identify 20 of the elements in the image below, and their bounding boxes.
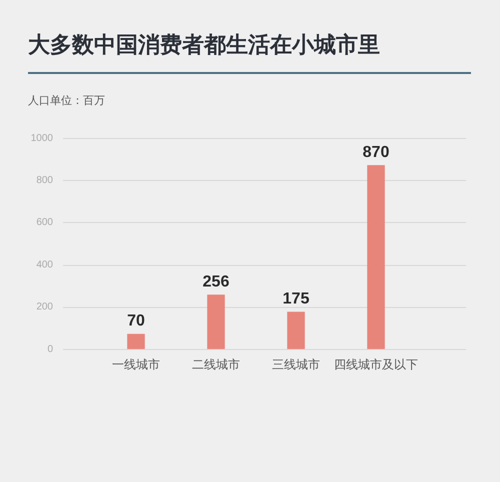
y-axis-title: 人口单位：百万 bbox=[28, 94, 105, 108]
data-label: 70 bbox=[127, 312, 145, 330]
data-label: 175 bbox=[282, 290, 310, 308]
y-tick-label: 600 bbox=[36, 217, 54, 228]
bar bbox=[287, 312, 305, 349]
y-tick-label: 1000 bbox=[30, 132, 54, 144]
x-tick-label: 三线城市 bbox=[272, 358, 320, 372]
y-tick-label: 800 bbox=[36, 174, 54, 186]
data-label: 870 bbox=[362, 144, 390, 161]
chart-title: 大多数中国消费者都生活在小城市里 bbox=[28, 32, 380, 58]
y-tick-label: 400 bbox=[36, 259, 54, 270]
data-label: 256 bbox=[202, 273, 230, 290]
bar bbox=[127, 334, 145, 349]
x-tick-label: 二线城市 bbox=[192, 358, 240, 372]
x-tick-label: 四线城市及以下 bbox=[334, 358, 418, 372]
y-tick-label: 200 bbox=[36, 302, 54, 313]
y-tick-label: 0 bbox=[47, 344, 54, 355]
bar bbox=[367, 165, 385, 349]
bar bbox=[207, 294, 225, 349]
x-tick-label: 一线城市 bbox=[112, 358, 160, 372]
